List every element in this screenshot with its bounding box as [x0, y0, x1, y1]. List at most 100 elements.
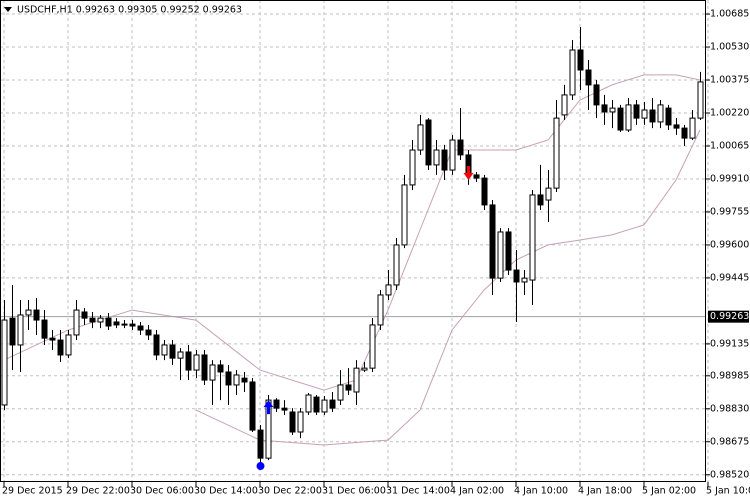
- candle-body: [297, 411, 304, 433]
- candle-body: [537, 194, 544, 206]
- plot-frame: [0, 0, 706, 482]
- candle-body: [409, 149, 416, 186]
- x-tick-label: 30 Dec 14:00: [194, 486, 258, 497]
- y-tick-label: 0.99910: [710, 173, 749, 184]
- candle-body: [609, 107, 616, 113]
- x-tick-label: 29 Dec 22:00: [66, 486, 130, 497]
- candle-body: [89, 317, 96, 323]
- candle-body: [57, 339, 64, 356]
- x-tick-label: 30 Dec 22:00: [258, 486, 322, 497]
- candle-body: [417, 124, 424, 151]
- candle-body: [385, 284, 392, 296]
- bid-label: 0.99263: [710, 311, 749, 322]
- candle-body: [641, 109, 648, 119]
- x-tick-label: 4 Jan 10:00: [514, 486, 568, 497]
- candle-body: [361, 367, 368, 371]
- candle-body: [569, 49, 576, 96]
- candle-body: [457, 139, 464, 156]
- candle-body: [689, 117, 696, 139]
- candle-body: [1, 319, 8, 406]
- candle-body: [585, 69, 592, 86]
- y-tick-label: 0.98985: [710, 370, 749, 381]
- candle-body: [337, 384, 344, 401]
- candle-body: [249, 381, 256, 431]
- candle-body: [33, 309, 40, 321]
- candle-body: [233, 374, 240, 386]
- candle-body: [97, 317, 104, 323]
- y-tick-label: 1.00220: [710, 107, 749, 118]
- candle-body: [305, 394, 312, 413]
- candle-body: [185, 351, 192, 371]
- candle-body: [121, 323, 128, 326]
- candle-body: [473, 174, 480, 179]
- candle-body: [65, 334, 72, 356]
- chart-title: USDCHF,H1 0.99263 0.99305 0.99252 0.9926…: [17, 5, 242, 16]
- y-tick-label: 0.98675: [710, 436, 749, 447]
- plot: [0, 27, 706, 471]
- candle-body: [345, 384, 352, 391]
- candle-body: [9, 317, 16, 346]
- candle-body: [113, 321, 120, 326]
- candle-body: [529, 194, 536, 281]
- sell-arrow: [463, 166, 474, 181]
- y-tick-label: 1.00065: [710, 140, 749, 151]
- candle-body: [577, 49, 584, 71]
- candle-body: [273, 399, 280, 409]
- candle-body: [217, 364, 224, 373]
- candle-body: [329, 399, 336, 409]
- x-tick-label: 30 Dec 06:00: [130, 486, 194, 497]
- candle-body: [49, 337, 56, 341]
- band-line: [3, 74, 701, 391]
- y-tick-label: 1.00530: [710, 42, 749, 53]
- candle-body: [313, 396, 320, 413]
- candle-body: [17, 314, 24, 346]
- candle-body: [241, 377, 248, 383]
- x-tick-label: 5 Jan 10:00: [706, 486, 750, 497]
- x-tick-label: 4 Jan 18:00: [578, 486, 632, 497]
- candle-body: [225, 371, 232, 386]
- y-tick-label: 0.99445: [710, 272, 749, 283]
- y-tick-label: 0.98830: [710, 403, 749, 414]
- bid-label-box: [708, 310, 749, 323]
- candle-body: [209, 364, 216, 381]
- candle-body: [697, 81, 704, 119]
- candle-body: [625, 104, 632, 131]
- grid: [0, 0, 709, 482]
- candle-body: [481, 177, 488, 206]
- candle-body: [281, 407, 288, 411]
- candle-body: [401, 184, 408, 246]
- candle-body: [513, 269, 520, 283]
- menu-icon[interactable]: [4, 7, 12, 12]
- candle-body: [665, 107, 672, 126]
- candle-body: [129, 323, 136, 327]
- candle-body: [193, 354, 200, 371]
- candle-body: [593, 84, 600, 106]
- candle-body: [633, 104, 640, 119]
- y-tick-label: 0.99135: [710, 338, 749, 349]
- trade-dot: [256, 462, 265, 471]
- candle-body: [425, 119, 432, 166]
- x-tick-label: 31 Dec 06:00: [322, 486, 386, 497]
- candle-body: [433, 149, 440, 166]
- candle-body: [105, 317, 112, 327]
- candle-body: [289, 411, 296, 433]
- candle-body: [441, 149, 448, 171]
- candle-body: [73, 309, 80, 336]
- y-tick-label: 0.99755: [710, 206, 749, 217]
- x-tick-label: 5 Jan 02:00: [642, 486, 696, 497]
- y-tick-label: 0.98520: [710, 469, 749, 480]
- candle-body: [321, 399, 328, 413]
- candle-body: [201, 354, 208, 381]
- candle-body: [601, 104, 608, 113]
- candle-body: [369, 324, 376, 369]
- buy-arrow: [263, 400, 274, 415]
- candle-body: [673, 124, 680, 129]
- candle-body: [145, 329, 152, 336]
- candle-body: [497, 231, 504, 279]
- candle-body: [177, 351, 184, 359]
- candle-body: [521, 277, 528, 283]
- candle-body: [41, 319, 48, 339]
- candle-body: [161, 344, 168, 356]
- x-tick-label: 4 Jan 02:00: [450, 486, 504, 497]
